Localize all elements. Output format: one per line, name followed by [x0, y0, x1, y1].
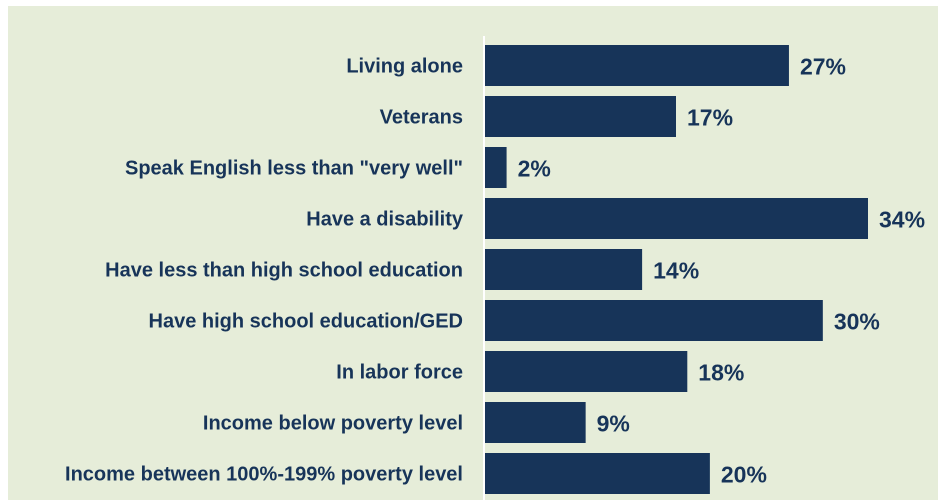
category-label: Income between 100%-199% poverty level — [65, 464, 463, 486]
category-label: Speak English less than "very well" — [125, 158, 463, 180]
data-label: 27% — [800, 54, 846, 80]
category-label: Living alone — [346, 56, 463, 78]
bar — [484, 351, 688, 392]
data-label: 9% — [597, 411, 630, 437]
category-label: Have a disability — [306, 209, 464, 231]
data-label: 34% — [879, 207, 925, 233]
chart-background — [8, 6, 938, 500]
data-label: 20% — [721, 462, 767, 488]
category-label: In labor force — [336, 362, 463, 384]
data-label: 30% — [834, 309, 880, 335]
bars-layer — [484, 45, 868, 494]
bar — [484, 147, 507, 188]
bar — [484, 300, 823, 341]
bar — [484, 249, 643, 290]
bar — [484, 402, 586, 443]
data-label: 18% — [698, 360, 744, 386]
category-label: Veterans — [380, 107, 463, 129]
labels-layer: Living alone 27% Veterans 17% Speak English … — [65, 54, 925, 488]
category-label: Income below poverty level — [203, 413, 463, 435]
bar — [484, 45, 789, 86]
category-label: Have less than high school education — [105, 260, 463, 282]
bar — [484, 453, 710, 494]
category-label: Have high school education/GED — [149, 311, 464, 333]
data-label: 14% — [653, 258, 699, 284]
data-label: 2% — [518, 156, 551, 182]
bar — [484, 198, 868, 239]
bar — [484, 96, 676, 137]
data-label: 17% — [687, 105, 733, 131]
